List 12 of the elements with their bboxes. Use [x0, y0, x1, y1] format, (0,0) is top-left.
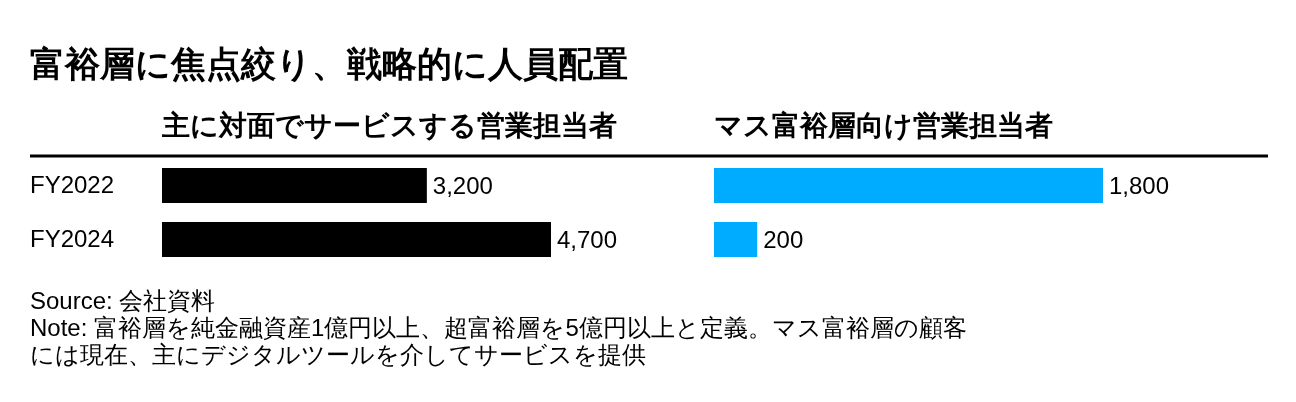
data-label: 4,700: [557, 226, 618, 253]
panel-title: 主に対面でサービスする営業担当者: [162, 110, 617, 141]
title: 富裕層に焦点絞り、戦略的に人員配置: [30, 44, 628, 83]
data-label: 3,200: [432, 172, 493, 199]
annotation: Note: 富裕層を純金融資産1億円以上、超富裕層を5億円以上と定義。マス富裕層の顧客: [30, 314, 967, 341]
category-label: FY2022: [30, 170, 115, 198]
data-label: 1,800: [1109, 172, 1170, 199]
data-label: 200: [763, 226, 804, 253]
annotation: には現在、主にデジタルツールを介してサービスを提供: [30, 341, 646, 368]
category-label: FY2024: [30, 224, 115, 252]
annotation: Source: 会社資料: [30, 287, 216, 314]
panel-title: マス富裕層向け営業担当者: [714, 110, 1053, 141]
